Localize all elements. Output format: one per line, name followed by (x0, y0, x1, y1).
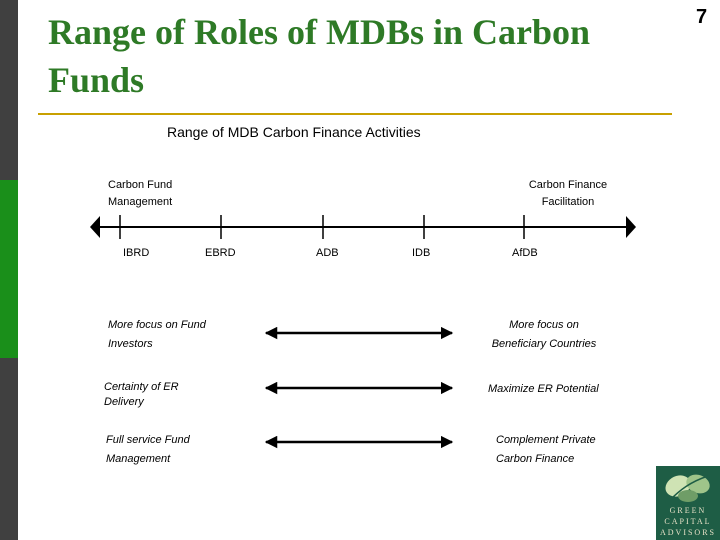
left-green-bar (0, 180, 18, 358)
left-dark-bar-bottom (0, 358, 18, 540)
logo-word-capital: CAPITAL (664, 517, 712, 526)
logo-word-green: GREEN (669, 506, 707, 515)
spectrum-left-label: Carbon Fund Management (108, 179, 173, 208)
spectrum-ticks (119, 215, 525, 239)
comparison-right-3: Complement Private Carbon Finance (496, 434, 596, 465)
comparison-right-2: Maximize ER Potential (488, 383, 599, 395)
spectrum-axis (90, 216, 636, 238)
institution-afdb: AfDB (512, 247, 538, 259)
title-rule (38, 113, 672, 115)
diagram-subtitle: Range of MDB Carbon Finance Activities (167, 124, 421, 140)
leaf-icon (665, 474, 710, 502)
comparison-left-2: Certainty of ER Delivery (104, 381, 179, 408)
logo-word-advisors: ADVISORS (659, 528, 716, 537)
institution-ibrd: IBRD (123, 247, 150, 259)
institution-adb: ADB (316, 247, 339, 259)
green-capital-advisors-logo: GREEN CAPITAL ADVISORS (656, 466, 720, 540)
comparison-right-1: More focus on Beneficiary Countries (491, 319, 597, 350)
page-number: 7 (696, 6, 708, 28)
institution-idb: IDB (412, 247, 431, 259)
comparison-left-1: More focus on Fund Investors (108, 319, 206, 350)
left-dark-bar-top (0, 0, 18, 180)
slide-title: Range of Roles of MDBs in Carbon Funds (48, 12, 591, 100)
comparison-left-3: Full service Fund Management (106, 434, 190, 465)
spectrum-right-label: Carbon Finance Facilitation (528, 179, 608, 208)
comparison-arrows (264, 326, 454, 449)
institution-ebrd: EBRD (205, 247, 236, 259)
